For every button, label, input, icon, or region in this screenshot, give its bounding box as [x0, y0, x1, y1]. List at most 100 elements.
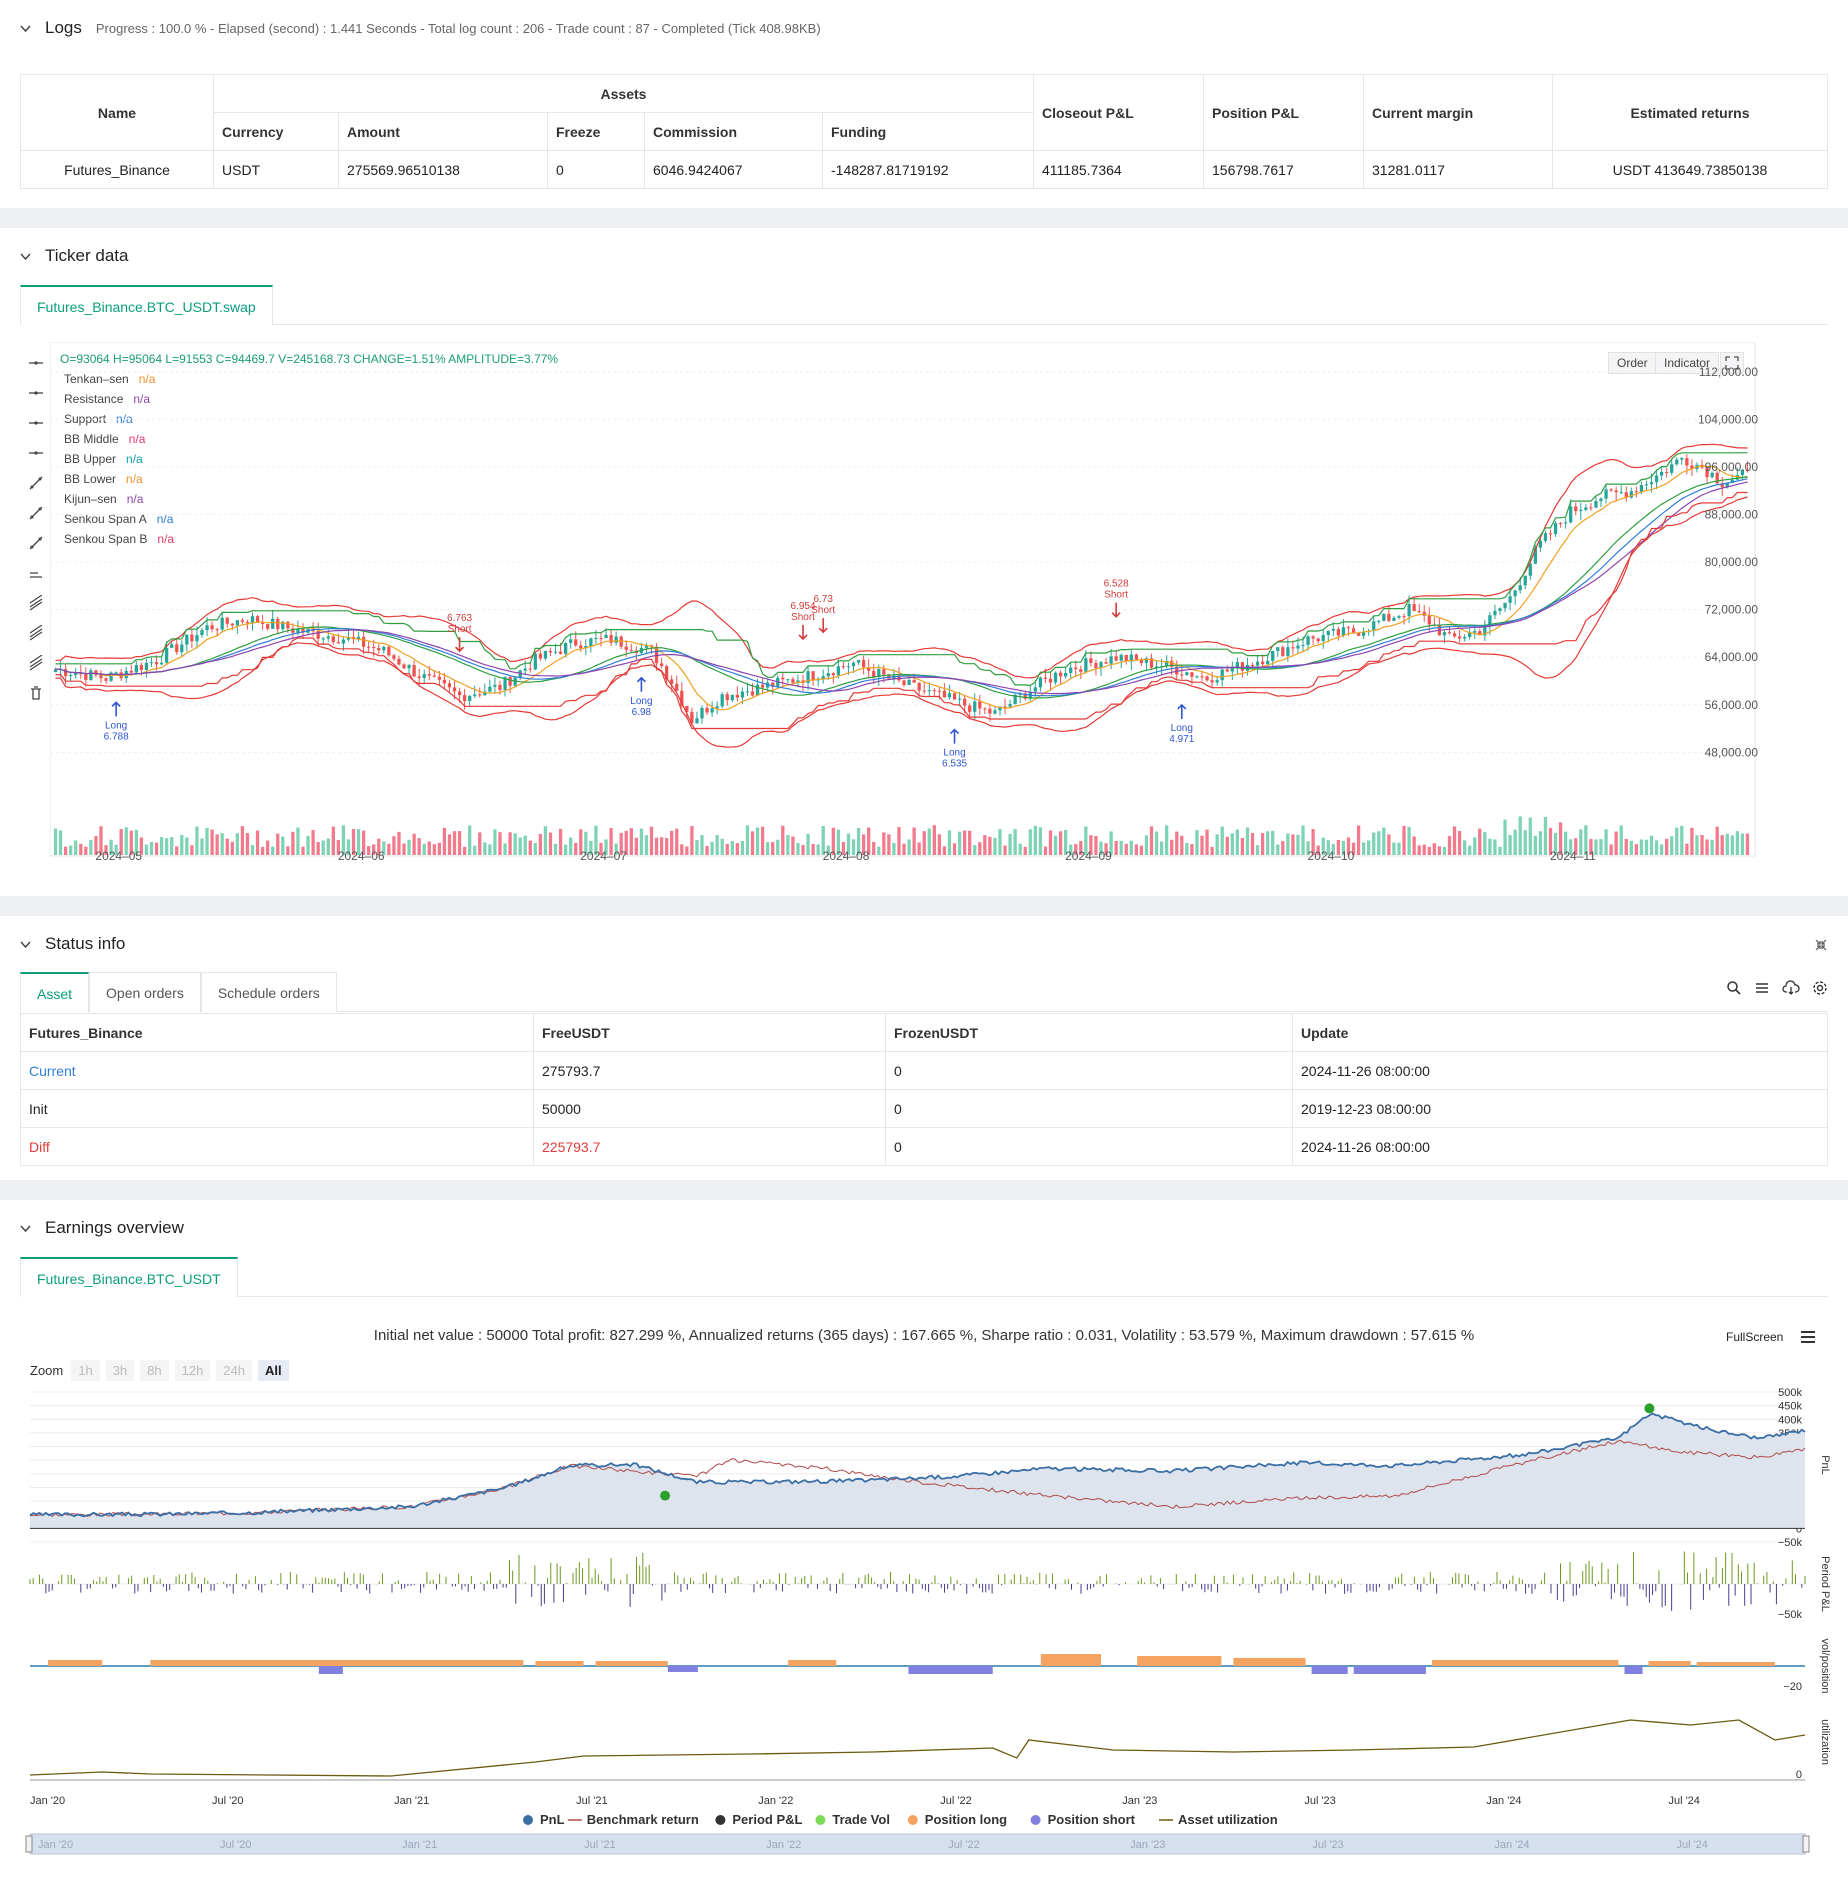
gear-icon[interactable] — [1812, 980, 1828, 996]
volume-bar — [791, 836, 795, 855]
delete-icon[interactable] — [28, 685, 44, 701]
order-button[interactable]: Order — [1608, 352, 1657, 374]
signal-label: Long — [630, 696, 652, 707]
logs-header[interactable]: Logs Progress : 100.0 % - Elapsed (secon… — [20, 18, 821, 38]
volume-bar — [356, 829, 361, 855]
search-icon[interactable] — [1726, 980, 1742, 996]
candle-body — [1033, 687, 1037, 692]
tab-asset[interactable]: Asset — [20, 972, 90, 1012]
candle-body — [1316, 638, 1320, 642]
zoom-option-3h[interactable]: 3h — [105, 1360, 135, 1381]
earnings-section: Earnings overview Futures_Binance.BTC_US… — [0, 1200, 1848, 1880]
panel-title: utilization — [1819, 1719, 1831, 1765]
cloud-download-icon[interactable] — [1782, 980, 1800, 996]
volume-bar — [437, 842, 442, 855]
volume-bar — [604, 839, 608, 855]
volume-bar — [1422, 844, 1426, 855]
legend-item[interactable]: Tenkan–sen n/a — [64, 372, 155, 386]
cell-update: 2024-11-26 08:00:00 — [1292, 1051, 1828, 1090]
earnings-header[interactable]: Earnings overview — [20, 1218, 184, 1238]
legend-item[interactable]: PnL — [523, 1812, 565, 1827]
legend-item[interactable]: BB Lower n/a — [64, 472, 143, 486]
legend-item[interactable]: Asset utilization — [1159, 1812, 1278, 1827]
horizontal-ray-icon[interactable] — [28, 415, 44, 431]
candle-body — [437, 676, 442, 680]
tab-btc-usdt[interactable]: Futures_Binance.BTC_USDT — [20, 1257, 238, 1297]
legend-item[interactable]: Position long — [907, 1812, 1007, 1827]
candle-body — [680, 690, 684, 706]
legend-item[interactable]: Senkou Span B n/a — [64, 532, 174, 546]
senkou-span-a-line — [55, 476, 1748, 699]
zoom-option-24h[interactable]: 24h — [216, 1360, 253, 1381]
trend-line-icon[interactable] — [28, 475, 44, 491]
position-block — [48, 1660, 103, 1666]
candle-body — [781, 677, 785, 680]
candle-body — [1745, 469, 1750, 471]
legend-item[interactable]: Position short — [1030, 1812, 1136, 1827]
vertical-line-icon[interactable] — [28, 445, 44, 461]
status-header[interactable]: Status info — [20, 934, 125, 954]
extended-line-icon[interactable] — [28, 535, 44, 551]
candle-body — [503, 677, 507, 690]
horizontal-line-icon[interactable] — [28, 385, 44, 401]
row-label-current[interactable]: Current — [20, 1051, 534, 1090]
parallel-channel-icon[interactable] — [28, 594, 44, 611]
volume-bar — [1442, 846, 1447, 855]
navigator[interactable] — [29, 1833, 1806, 1855]
volume-bar — [563, 844, 568, 855]
cell-estimated: USDT 413649.73850138 — [1552, 150, 1828, 189]
legend-item[interactable]: Trade Vol — [815, 1812, 890, 1827]
navigator-handle-left[interactable] — [25, 1835, 33, 1853]
list-icon[interactable] — [1754, 980, 1770, 996]
candle-body — [1225, 669, 1229, 672]
volume-bar — [1119, 840, 1123, 855]
tab-btc-usdt-swap[interactable]: Futures_Binance.BTC_USDT.swap — [20, 285, 273, 325]
fullscreen-button[interactable]: FullScreen — [1726, 1330, 1784, 1344]
measure-icon[interactable] — [28, 654, 44, 671]
zoom-option-12h[interactable]: 12h — [174, 1360, 211, 1381]
volume-bar — [665, 837, 669, 855]
candle-body — [1058, 672, 1063, 677]
legend-item[interactable]: BB Upper n/a — [64, 452, 143, 466]
legend-item[interactable]: BB Middle n/a — [64, 432, 145, 446]
candle-body — [695, 718, 699, 724]
tab-schedule-orders[interactable]: Schedule orders — [200, 972, 337, 1012]
zoom-option-All[interactable]: All — [258, 1360, 289, 1381]
candle-body — [331, 636, 335, 643]
volume-bar — [856, 827, 861, 855]
legend-item[interactable]: Kijun–sen n/a — [64, 492, 143, 506]
legend-item[interactable]: Benchmark return — [567, 1812, 699, 1827]
candle-body — [1427, 615, 1431, 625]
position-block — [535, 1661, 584, 1666]
candle-body — [563, 642, 568, 654]
legend-item[interactable]: Senkou Span A n/a — [64, 512, 173, 526]
col-funding: Funding — [822, 112, 1034, 151]
volume-bar — [336, 840, 341, 855]
volume-bar — [1271, 830, 1275, 855]
price-label-icon[interactable] — [28, 565, 44, 581]
fullscreen-icon[interactable] — [1720, 352, 1744, 374]
candle-body — [1230, 668, 1234, 672]
crosshair-icon[interactable] — [28, 355, 44, 371]
navigator-handle-right[interactable] — [1802, 1835, 1810, 1853]
candle-body — [1089, 658, 1093, 663]
y-tick-label: 88,000.00 — [1705, 507, 1759, 521]
legend-item[interactable]: Period P&L — [715, 1812, 803, 1827]
ticker-header[interactable]: Ticker data — [20, 246, 128, 266]
candle-body — [887, 674, 891, 679]
indicator-button[interactable]: Indicator — [1655, 352, 1720, 374]
legend-item[interactable]: Resistance n/a — [64, 392, 150, 406]
candle-body — [1518, 585, 1522, 591]
fib-icon[interactable] — [28, 624, 44, 641]
zoom-option-1h[interactable]: 1h — [71, 1360, 100, 1381]
ray-icon[interactable] — [28, 505, 44, 521]
candle-body — [372, 646, 376, 648]
candle-body — [260, 622, 265, 625]
collapse-icon[interactable] — [1814, 938, 1828, 957]
tab-open-orders[interactable]: Open orders — [89, 972, 201, 1012]
volume-bar — [1291, 834, 1295, 855]
menu-icon[interactable] — [1800, 1330, 1816, 1344]
candle-body — [811, 671, 815, 681]
zoom-option-8h[interactable]: 8h — [140, 1360, 169, 1381]
candle-body — [1659, 471, 1664, 476]
